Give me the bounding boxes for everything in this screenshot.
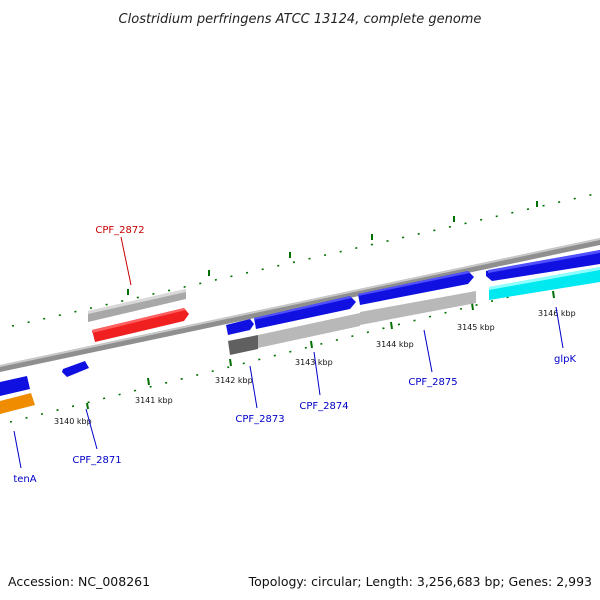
tick-label: 3140 kbp (54, 417, 92, 426)
feature-cpf-2874 (254, 296, 356, 329)
inner-tick-track (9, 273, 600, 423)
feature-cpf-2871 (62, 361, 89, 377)
gene-label-cpf-2875: CPF_2875 (408, 377, 457, 388)
tick-label: 3145 kbp (457, 323, 495, 332)
feature-tena (0, 393, 35, 414)
feature-left-blue (0, 376, 30, 396)
genome-backbone (0, 238, 600, 372)
major-ticks (86, 201, 555, 410)
feature-cpf-2875 (358, 271, 474, 305)
forward-features (88, 250, 600, 329)
gene-label-cpf-2871: CPF_2871 (72, 455, 121, 466)
feature-dark (228, 335, 258, 355)
feature-rna-2 (360, 291, 476, 325)
tick-label: 3142 kbp (215, 376, 253, 385)
tick-label: 3143 kbp (295, 358, 333, 367)
map-title: Clostridium perfringens ATCC 13124, comp… (119, 12, 482, 27)
leader-lines (13, 236, 564, 469)
gene-label-cpf-2873: CPF_2873 (235, 414, 284, 425)
reverse-features (0, 267, 600, 414)
feature-cpf-2873 (226, 319, 254, 335)
feature-rna-1 (258, 313, 360, 348)
gene-label-tena: tenA (13, 474, 36, 485)
gene-label-cpf-2874: CPF_2874 (299, 401, 348, 412)
gene-label-cpf-2872: CPF_2872 (95, 225, 144, 236)
accession-text: Accession: NC_008261 (8, 574, 150, 589)
gene-label-glpk: glpK (554, 354, 576, 365)
feature-cyan (489, 267, 600, 300)
tick-label: 3144 kbp (376, 340, 414, 349)
gene-labels: CPF_2872 CPF_2871 tenA CPF_2873 CPF_2874… (13, 225, 576, 485)
feature-cpf-2872 (92, 308, 189, 342)
tick-label: 3141 kbp (135, 396, 173, 405)
genome-summary-text: Topology: circular; Length: 3,256,683 bp… (248, 574, 592, 589)
